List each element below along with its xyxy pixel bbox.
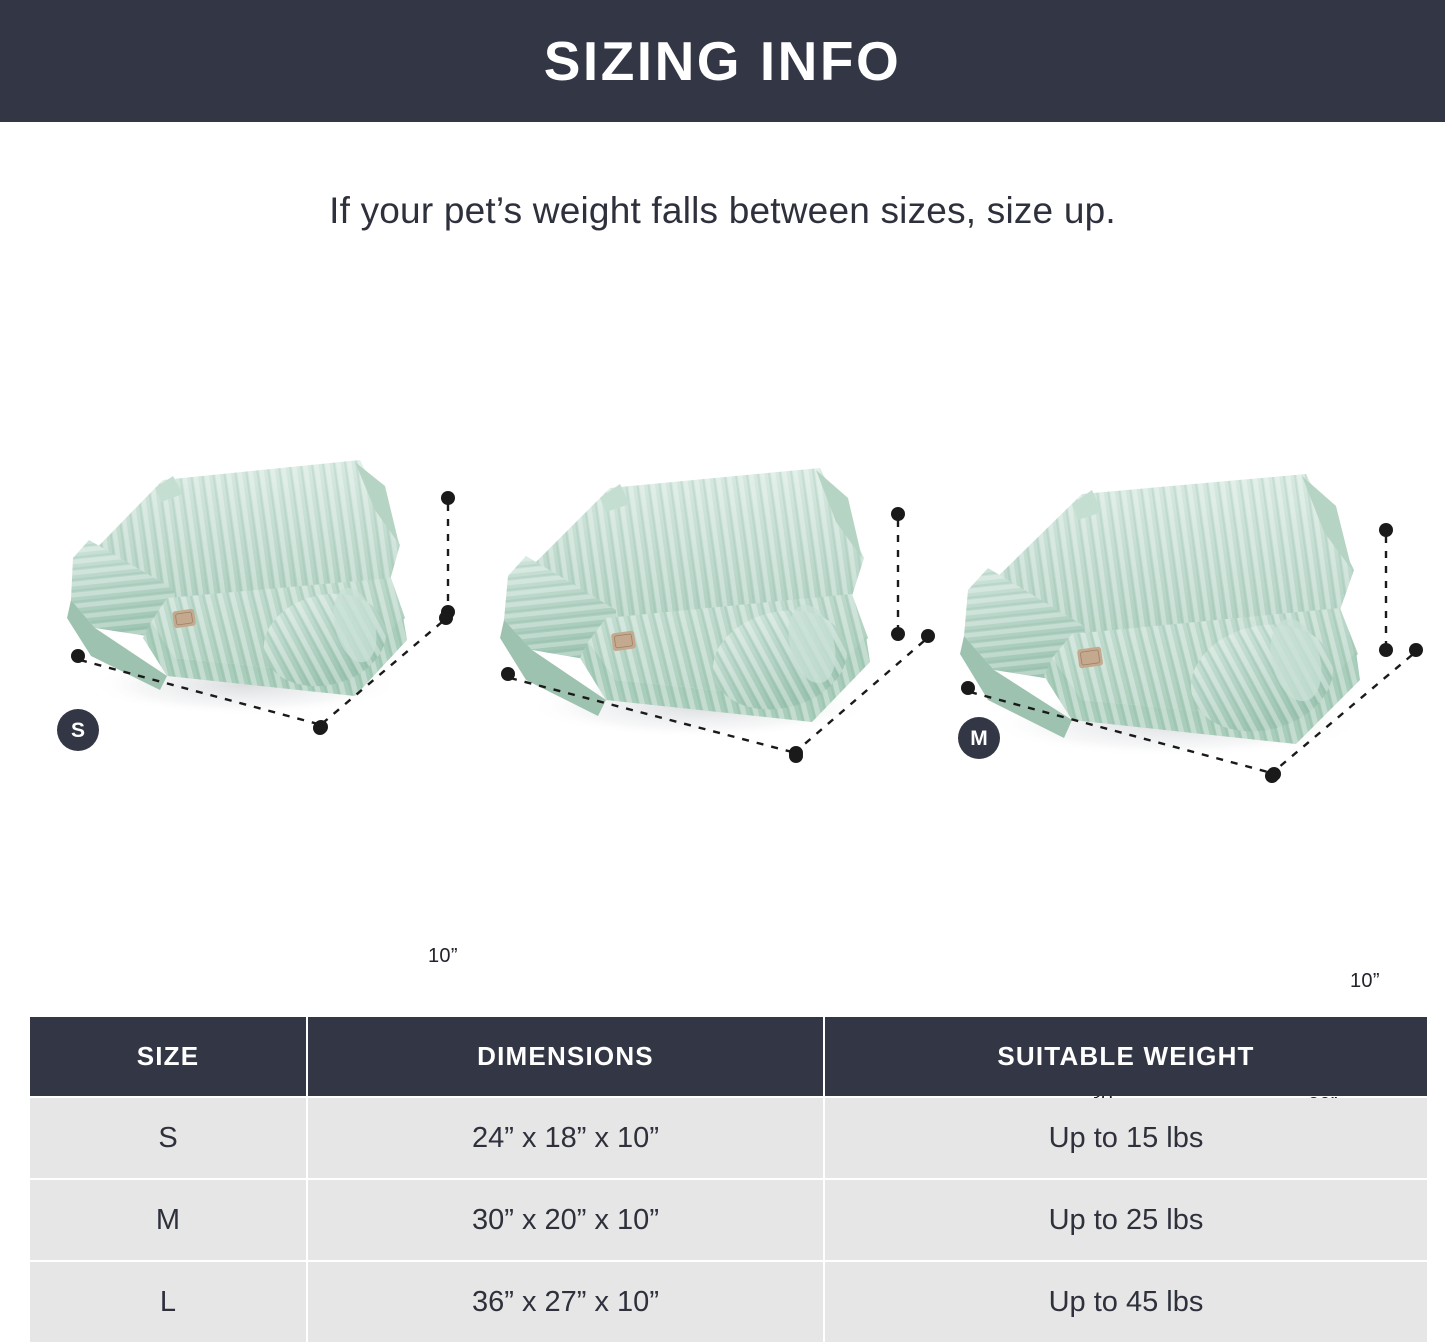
- cell-dimensions: 24” x 18” x 10”: [308, 1098, 823, 1178]
- subtitle-text: If your pet’s weight falls between sizes…: [329, 190, 1116, 231]
- dimension-line-width-medium: [501, 667, 803, 763]
- dimension-line-width-small: [71, 649, 327, 735]
- bed-group-large: 36” 27” 10” L: [940, 418, 1440, 818]
- table-header-row: SIZE DIMENSIONS SUITABLE WEIGHT: [30, 1017, 1427, 1096]
- pet-bed-small-image: [67, 460, 407, 715]
- pet-bed-medium-image: [500, 468, 872, 738]
- cell-weight: Up to 25 lbs: [825, 1180, 1427, 1260]
- cell-weight: Up to 15 lbs: [825, 1098, 1427, 1178]
- dimension-label-height-medium: 10”: [1350, 970, 1380, 992]
- cell-size: M: [30, 1180, 306, 1260]
- cell-dimensions: 30” x 20” x 10”: [308, 1180, 823, 1260]
- cell-size: L: [30, 1262, 306, 1342]
- dimension-label-height-small: 10”: [428, 945, 458, 967]
- size-badge-small-label: S: [70, 718, 85, 742]
- table-row: S 24” x 18” x 10” Up to 15 lbs: [30, 1098, 1427, 1178]
- cell-size: S: [30, 1098, 306, 1178]
- size-badge-medium-label: M: [970, 726, 988, 750]
- dimension-line-height-large: [1379, 523, 1393, 657]
- dimension-line-height-medium: [891, 507, 905, 641]
- cell-weight: Up to 45 lbs: [825, 1262, 1427, 1342]
- dimension-line-width-large: [961, 681, 1279, 783]
- header-bar: SIZING INFO: [0, 0, 1445, 122]
- table-row: L 36” x 27” x 10” Up to 45 lbs: [30, 1262, 1427, 1342]
- size-badge-small: S: [57, 709, 99, 751]
- column-header-dimensions: DIMENSIONS: [308, 1017, 823, 1096]
- table-row: M 30” x 20” x 10” Up to 25 lbs: [30, 1180, 1427, 1260]
- bed-group-small: 24” 18” 10” S: [0, 400, 480, 1094]
- column-header-size: SIZE: [30, 1017, 306, 1096]
- bed-illustrations: 24” 18” 10” S: [0, 400, 1445, 1116]
- page-title: SIZING INFO: [543, 29, 902, 92]
- dimension-line-depth-large: [1267, 643, 1423, 781]
- column-header-weight: SUITABLE WEIGHT: [825, 1017, 1427, 1096]
- pet-bed-large-image: [960, 474, 1363, 757]
- bed-group-medium: 30” 20” 10” M: [470, 408, 1380, 1116]
- cell-dimensions: 36” x 27” x 10”: [308, 1262, 823, 1342]
- dimension-line-height-small: [441, 491, 455, 619]
- dimension-line-depth-small: [314, 611, 453, 734]
- size-chart-table: SIZE DIMENSIONS SUITABLE WEIGHT S 24” x …: [28, 1015, 1429, 1344]
- dimension-line-depth-medium: [789, 629, 935, 760]
